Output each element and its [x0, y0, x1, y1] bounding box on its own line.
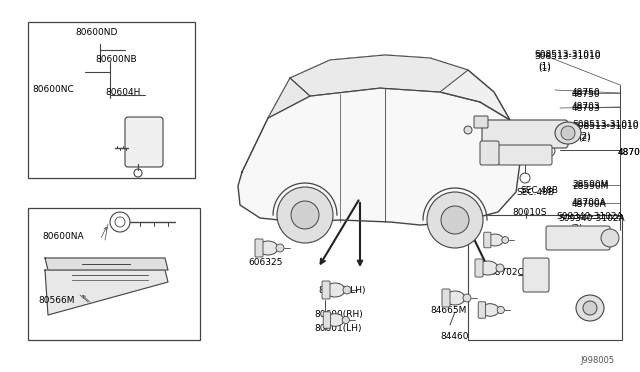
Text: 80603(LH): 80603(LH): [318, 286, 365, 295]
Text: (2): (2): [578, 132, 591, 141]
Ellipse shape: [491, 139, 509, 151]
Polygon shape: [268, 78, 310, 118]
Text: 80600NC: 80600NC: [32, 85, 74, 94]
Ellipse shape: [445, 291, 465, 305]
Text: 80010S: 80010S: [512, 208, 547, 217]
Text: J998005: J998005: [580, 356, 614, 365]
FancyBboxPatch shape: [255, 239, 263, 257]
Text: (2): (2): [570, 224, 582, 233]
Text: 48750: 48750: [572, 90, 600, 99]
Text: 48750: 48750: [572, 88, 600, 97]
Text: 28590M: 28590M: [572, 182, 609, 191]
Text: 28590M: 28590M: [572, 180, 609, 189]
Polygon shape: [238, 88, 522, 225]
FancyBboxPatch shape: [322, 281, 330, 299]
Bar: [28, 22, 195, 178]
Ellipse shape: [576, 295, 604, 321]
Text: 80566M: 80566M: [38, 296, 74, 305]
Text: 80600NB: 80600NB: [95, 55, 136, 64]
Circle shape: [291, 201, 319, 229]
Text: 48700A: 48700A: [572, 200, 607, 209]
Ellipse shape: [343, 286, 351, 294]
Text: SEC.48B: SEC.48B: [520, 186, 558, 195]
Text: S09340-3102A: S09340-3102A: [558, 214, 625, 223]
FancyBboxPatch shape: [125, 117, 163, 167]
Polygon shape: [45, 258, 168, 270]
Text: S08513-31010: S08513-31010: [534, 50, 600, 59]
Text: 48700: 48700: [618, 148, 640, 157]
Text: (2): (2): [578, 134, 591, 143]
Ellipse shape: [486, 234, 504, 246]
Ellipse shape: [496, 264, 504, 272]
Circle shape: [277, 187, 333, 243]
Text: 84665M: 84665M: [430, 306, 467, 315]
Text: 80600(RH): 80600(RH): [314, 310, 363, 319]
Circle shape: [464, 126, 472, 134]
FancyBboxPatch shape: [546, 226, 610, 250]
Text: 80601(LH): 80601(LH): [314, 324, 362, 333]
FancyBboxPatch shape: [482, 120, 568, 148]
Bar: [28, 208, 200, 340]
FancyBboxPatch shape: [475, 259, 483, 277]
Ellipse shape: [601, 229, 619, 247]
Ellipse shape: [502, 237, 509, 243]
Polygon shape: [268, 55, 510, 120]
Text: (2): (2): [572, 226, 584, 235]
Ellipse shape: [478, 261, 498, 275]
Text: S09340-3102A: S09340-3102A: [556, 212, 623, 221]
Text: 48700A: 48700A: [572, 198, 607, 207]
Text: SEC.48B: SEC.48B: [516, 188, 554, 197]
Text: 48700: 48700: [618, 148, 640, 157]
Text: S08513-31010: S08513-31010: [534, 52, 600, 61]
Text: 84460: 84460: [440, 332, 468, 341]
FancyBboxPatch shape: [480, 141, 499, 165]
Text: 48702C: 48702C: [490, 268, 525, 277]
Text: 80600ND: 80600ND: [75, 28, 117, 37]
Ellipse shape: [258, 241, 278, 255]
Text: 48703: 48703: [572, 102, 600, 111]
Text: S08513-31010: S08513-31010: [572, 120, 639, 129]
Ellipse shape: [342, 317, 349, 324]
Text: (1): (1): [538, 62, 551, 71]
FancyBboxPatch shape: [478, 302, 486, 318]
Ellipse shape: [276, 244, 284, 252]
Bar: [468, 215, 622, 340]
Ellipse shape: [497, 307, 504, 314]
Ellipse shape: [583, 301, 597, 315]
Text: 606325: 606325: [248, 258, 282, 267]
Ellipse shape: [325, 283, 345, 297]
Circle shape: [427, 192, 483, 248]
Text: (1): (1): [538, 64, 551, 73]
FancyBboxPatch shape: [323, 312, 331, 328]
Ellipse shape: [481, 304, 499, 316]
Circle shape: [441, 206, 469, 234]
Ellipse shape: [326, 314, 344, 326]
FancyBboxPatch shape: [442, 289, 450, 307]
Ellipse shape: [561, 126, 575, 140]
Text: S08513-31010: S08513-31010: [572, 122, 639, 131]
FancyBboxPatch shape: [498, 145, 552, 165]
FancyBboxPatch shape: [474, 116, 488, 128]
Text: 80604H: 80604H: [105, 88, 140, 97]
Ellipse shape: [555, 122, 581, 144]
Polygon shape: [290, 55, 468, 96]
Ellipse shape: [463, 294, 471, 302]
FancyBboxPatch shape: [523, 258, 549, 292]
Text: 48703: 48703: [572, 104, 600, 113]
Polygon shape: [45, 270, 168, 315]
Text: 80600NA: 80600NA: [42, 232, 84, 241]
FancyBboxPatch shape: [484, 232, 491, 248]
